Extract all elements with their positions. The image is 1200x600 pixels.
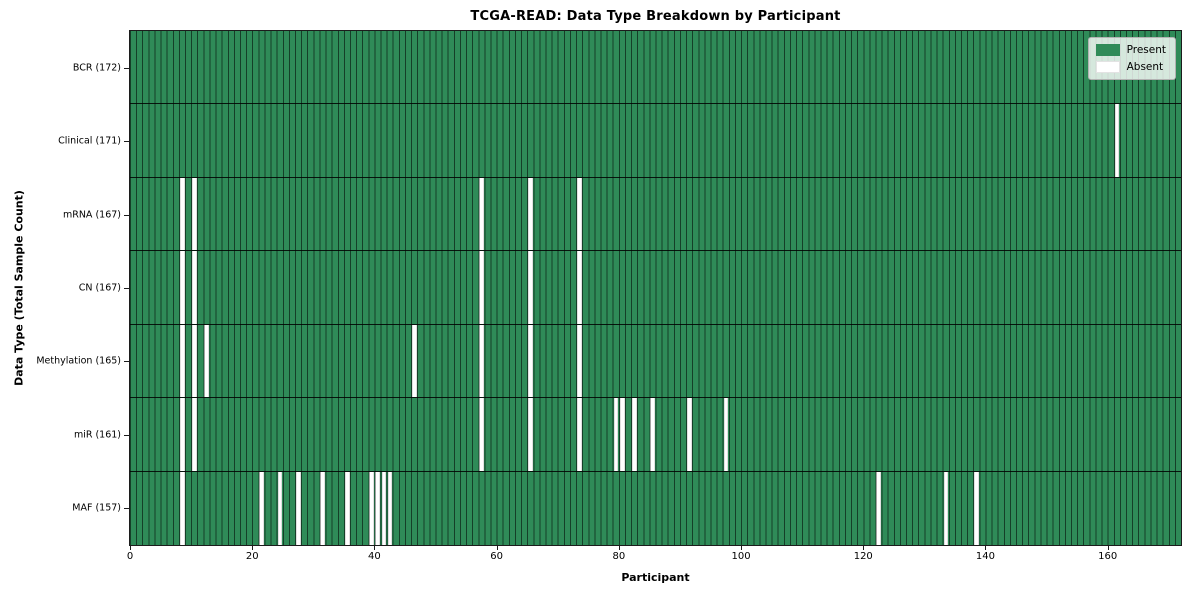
x-tick-mark bbox=[741, 546, 743, 550]
x-tick-label: 100 bbox=[731, 551, 751, 562]
legend-label-absent: Absent bbox=[1126, 61, 1164, 73]
absent-bar bbox=[479, 251, 484, 324]
y-tick-label: MAF (157) bbox=[72, 502, 121, 514]
y-tick-mark bbox=[124, 214, 129, 216]
y-tick-mark bbox=[124, 288, 129, 289]
absent-bar bbox=[295, 471, 301, 545]
y-tick-label: mRNA (167) bbox=[62, 209, 121, 221]
absent-bar bbox=[479, 398, 484, 471]
absent-bar bbox=[577, 324, 582, 398]
absent-bar bbox=[528, 251, 533, 324]
absent-bar bbox=[650, 398, 656, 471]
chart-title: TCGA-READ: Data Type Breakdown by Partic… bbox=[470, 9, 841, 24]
heatmap-row bbox=[130, 324, 1181, 399]
absent-bar bbox=[179, 324, 185, 398]
x-tick-label: 160 bbox=[1098, 551, 1118, 562]
y-tick-label: miR (161) bbox=[73, 429, 121, 441]
x-tick-mark bbox=[863, 546, 865, 550]
x-tick-mark bbox=[1107, 546, 1109, 550]
legend-label-present: Present bbox=[1126, 44, 1166, 56]
absent-bar bbox=[723, 398, 729, 471]
absent-bar bbox=[687, 398, 692, 471]
x-tick-label: 80 bbox=[612, 551, 626, 562]
absent-bar bbox=[344, 471, 350, 545]
heatmap-row bbox=[130, 398, 1181, 472]
absent-bar bbox=[192, 251, 197, 324]
absent-bar bbox=[577, 251, 582, 324]
x-tick-label: 140 bbox=[975, 551, 995, 562]
absent-bar bbox=[974, 471, 979, 545]
absent-bar bbox=[577, 398, 582, 471]
absent-bar bbox=[479, 177, 484, 251]
absent-bar bbox=[192, 177, 197, 251]
y-tick-mark bbox=[124, 141, 129, 143]
legend-item-absent: Absent bbox=[1095, 61, 1166, 73]
absent-bar bbox=[577, 177, 582, 251]
y-tick-label: CN (167) bbox=[78, 282, 121, 294]
y-tick-label: BCR (172) bbox=[72, 62, 121, 74]
x-axis-label: Participant bbox=[621, 571, 690, 584]
plot-area: Present Absent bbox=[129, 30, 1182, 546]
absent-bar bbox=[259, 471, 265, 545]
x-tick-mark bbox=[252, 546, 254, 550]
absent-bar bbox=[179, 471, 185, 545]
x-tick-mark bbox=[374, 546, 376, 550]
absent-bar bbox=[179, 177, 185, 251]
legend-item-present: Present bbox=[1095, 44, 1166, 56]
absent-bar bbox=[369, 471, 374, 545]
absent-bar bbox=[192, 324, 197, 398]
absent-swatch-icon bbox=[1095, 61, 1120, 73]
absent-bar bbox=[204, 324, 210, 398]
x-tick-mark bbox=[130, 546, 131, 550]
absent-bar bbox=[179, 398, 185, 471]
y-tick-label: Clinical (171) bbox=[58, 135, 121, 147]
x-tick-label: 120 bbox=[853, 551, 873, 562]
absent-bar bbox=[179, 251, 185, 324]
absent-bar bbox=[943, 471, 949, 545]
y-tick-mark bbox=[124, 67, 129, 69]
legend: Present Absent bbox=[1087, 37, 1176, 80]
y-tick-mark bbox=[124, 434, 129, 436]
present-swatch-icon bbox=[1095, 44, 1120, 56]
x-tick-mark bbox=[985, 546, 987, 550]
heatmap-rows bbox=[130, 31, 1181, 545]
absent-bar bbox=[1114, 104, 1120, 177]
x-tick-label: 40 bbox=[368, 551, 381, 562]
heatmap-row bbox=[130, 251, 1181, 325]
y-tick-mark bbox=[124, 361, 129, 363]
absent-bar bbox=[619, 398, 625, 471]
x-tick-label: 0 bbox=[126, 551, 134, 562]
absent-bar bbox=[412, 324, 417, 398]
heatmap-row bbox=[130, 104, 1181, 178]
absent-bar bbox=[876, 471, 882, 545]
absent-bar bbox=[320, 471, 326, 545]
absent-bar bbox=[632, 398, 637, 471]
absent-bar bbox=[479, 324, 484, 398]
absent-bar bbox=[528, 177, 533, 251]
absent-bar bbox=[381, 471, 387, 545]
absent-bar bbox=[387, 471, 393, 545]
absent-bar bbox=[277, 471, 283, 545]
x-tick-mark bbox=[496, 546, 498, 550]
absent-bar bbox=[528, 324, 533, 398]
absent-bar bbox=[375, 471, 381, 545]
heatmap-row bbox=[130, 177, 1181, 252]
x-tick-mark bbox=[618, 546, 620, 550]
absent-bar bbox=[192, 398, 197, 471]
y-tick-mark bbox=[124, 508, 129, 510]
absent-bar bbox=[528, 398, 533, 471]
x-tick-label: 20 bbox=[245, 551, 259, 562]
heatmap-row bbox=[130, 31, 1181, 105]
x-tick-label: 60 bbox=[490, 551, 503, 562]
y-tick-label: Methylation (165) bbox=[36, 355, 121, 367]
absent-bar bbox=[613, 398, 619, 471]
heatmap-row bbox=[130, 471, 1181, 545]
